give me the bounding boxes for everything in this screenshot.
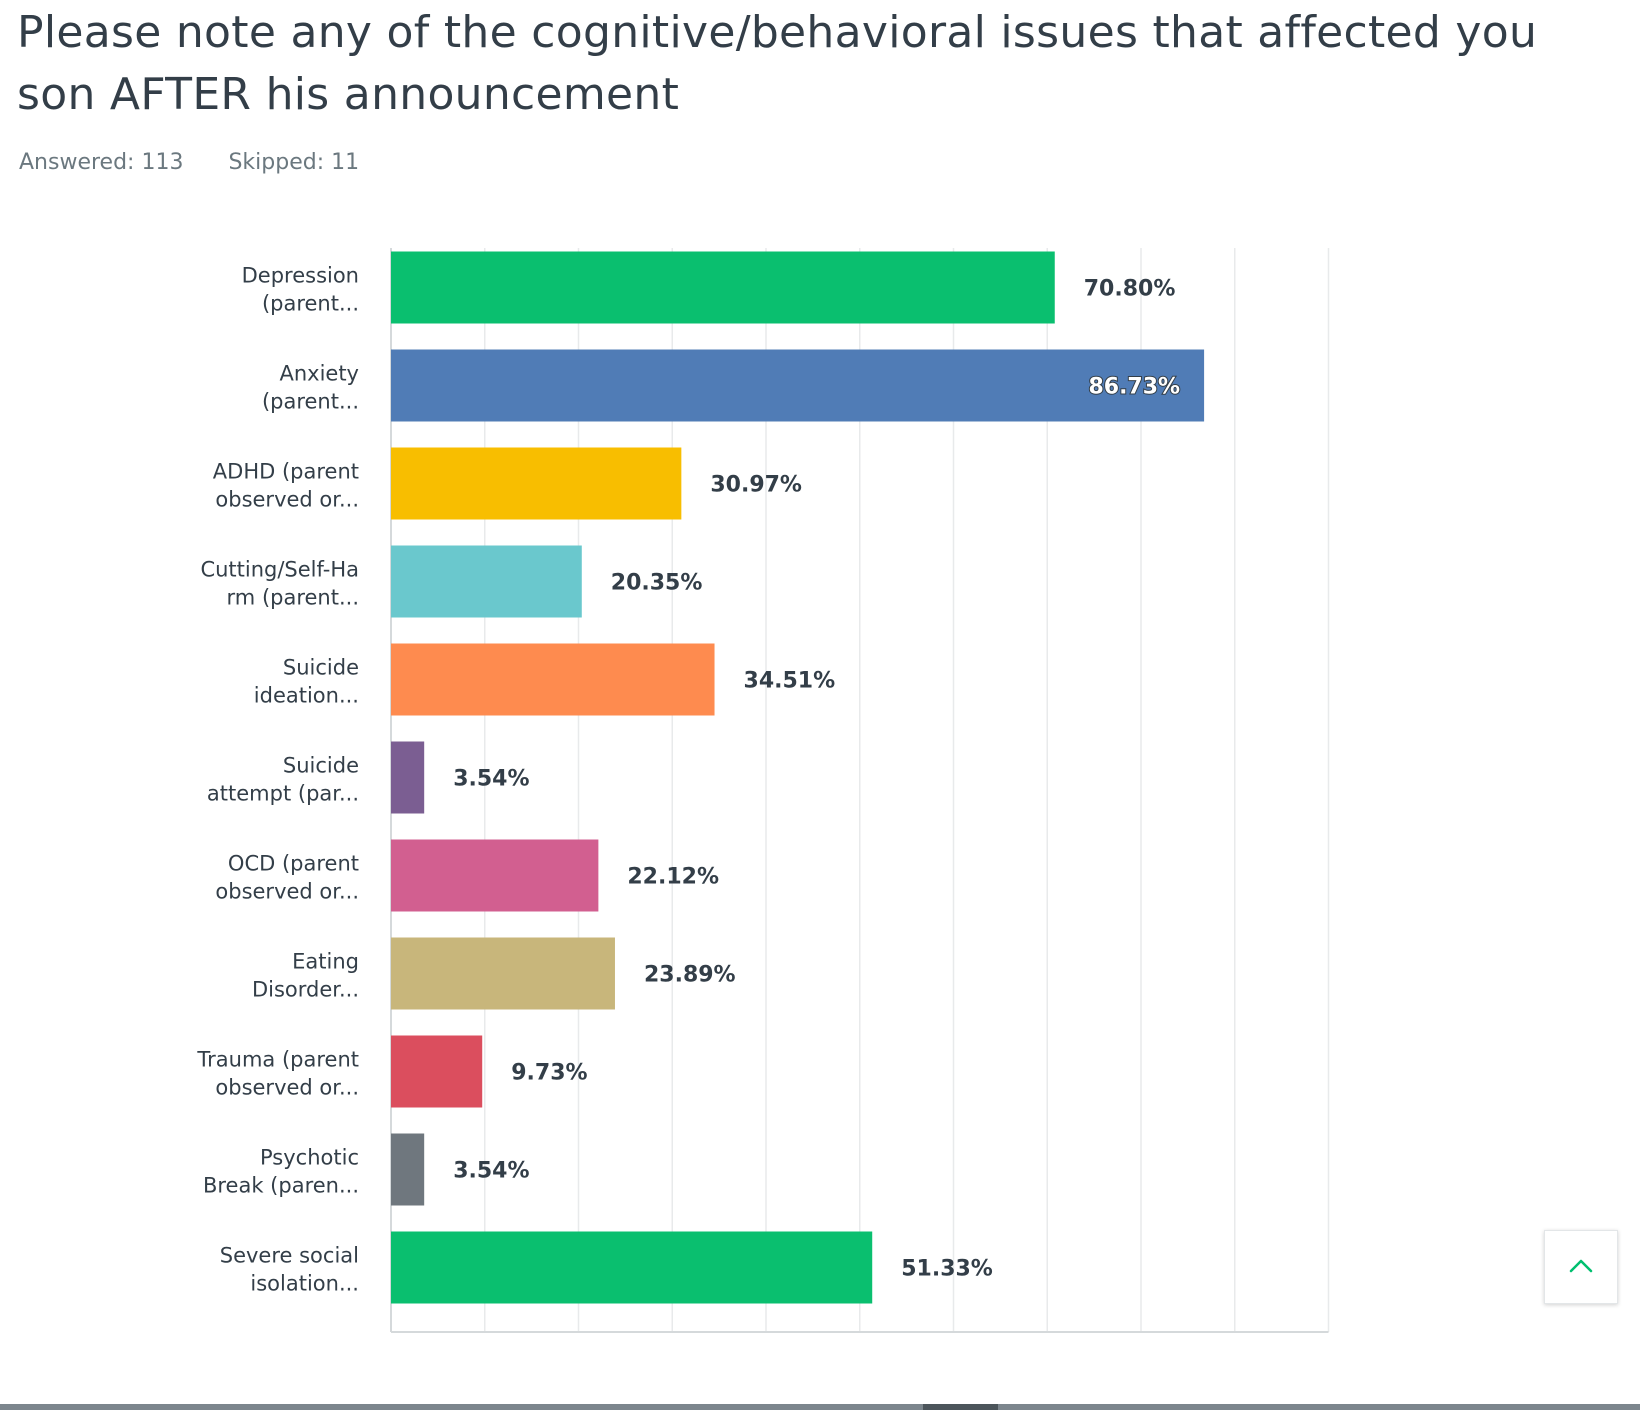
bar — [391, 1133, 425, 1206]
scrollbar-thumb[interactable] — [923, 1404, 998, 1410]
bar — [391, 349, 1205, 422]
data-label: 9.73% — [511, 1061, 587, 1086]
data-label: 3.54% — [453, 767, 529, 792]
data-label: 3.54% — [453, 1159, 529, 1184]
response-stats: Answered: 113 Skipped: 11 — [19, 150, 359, 175]
data-label: 70.80% — [1084, 277, 1176, 302]
bar — [391, 251, 1055, 324]
question-title: Please note any of the cognitive/behavio… — [17, 7, 1538, 120]
bar — [391, 643, 715, 716]
bar — [391, 839, 599, 912]
bar — [391, 937, 615, 1010]
category-label: Suicide ideation... — [254, 656, 359, 708]
data-label: 23.89% — [644, 963, 736, 988]
category-label: Psychotic Break (paren... — [203, 1146, 359, 1198]
category-label: Anxiety (parent... — [262, 362, 359, 414]
category-label: Depression (parent... — [242, 264, 359, 316]
category-label: Eating Disorder... — [252, 950, 359, 1002]
category-label: Cutting/Self-Ha rm (parent... — [200, 558, 359, 610]
category-label: OCD (parent observed or... — [215, 852, 359, 904]
bar — [391, 447, 682, 520]
data-label: 51.33% — [901, 1257, 993, 1282]
scroll-to-top-button[interactable] — [1544, 1230, 1618, 1304]
bar — [391, 741, 425, 814]
data-label: 20.35% — [611, 571, 703, 596]
bar — [391, 1231, 873, 1304]
data-label: 30.97% — [710, 473, 802, 498]
category-label: Trauma (parent observed or... — [196, 1048, 359, 1100]
bar-chart: Depression (parent... 70.80% Anxiety (parent… — [196, 248, 1330, 1333]
data-label: 22.12% — [627, 865, 719, 890]
data-label: 34.51% — [744, 669, 836, 694]
data-label: 86.73% — [1088, 375, 1180, 400]
answered-count: Answered: 113 — [19, 150, 184, 175]
chevron-up-icon — [1569, 1259, 1593, 1273]
bar — [391, 1035, 483, 1108]
category-label: ADHD (parent observed or... — [213, 460, 359, 512]
horizontal-scrollbar[interactable] — [0, 1404, 1640, 1410]
category-label: Suicide attempt (par... — [207, 754, 359, 806]
skipped-count: Skipped: 11 — [228, 150, 360, 175]
bar — [391, 545, 582, 618]
category-label: Severe social isolation... — [220, 1244, 359, 1296]
